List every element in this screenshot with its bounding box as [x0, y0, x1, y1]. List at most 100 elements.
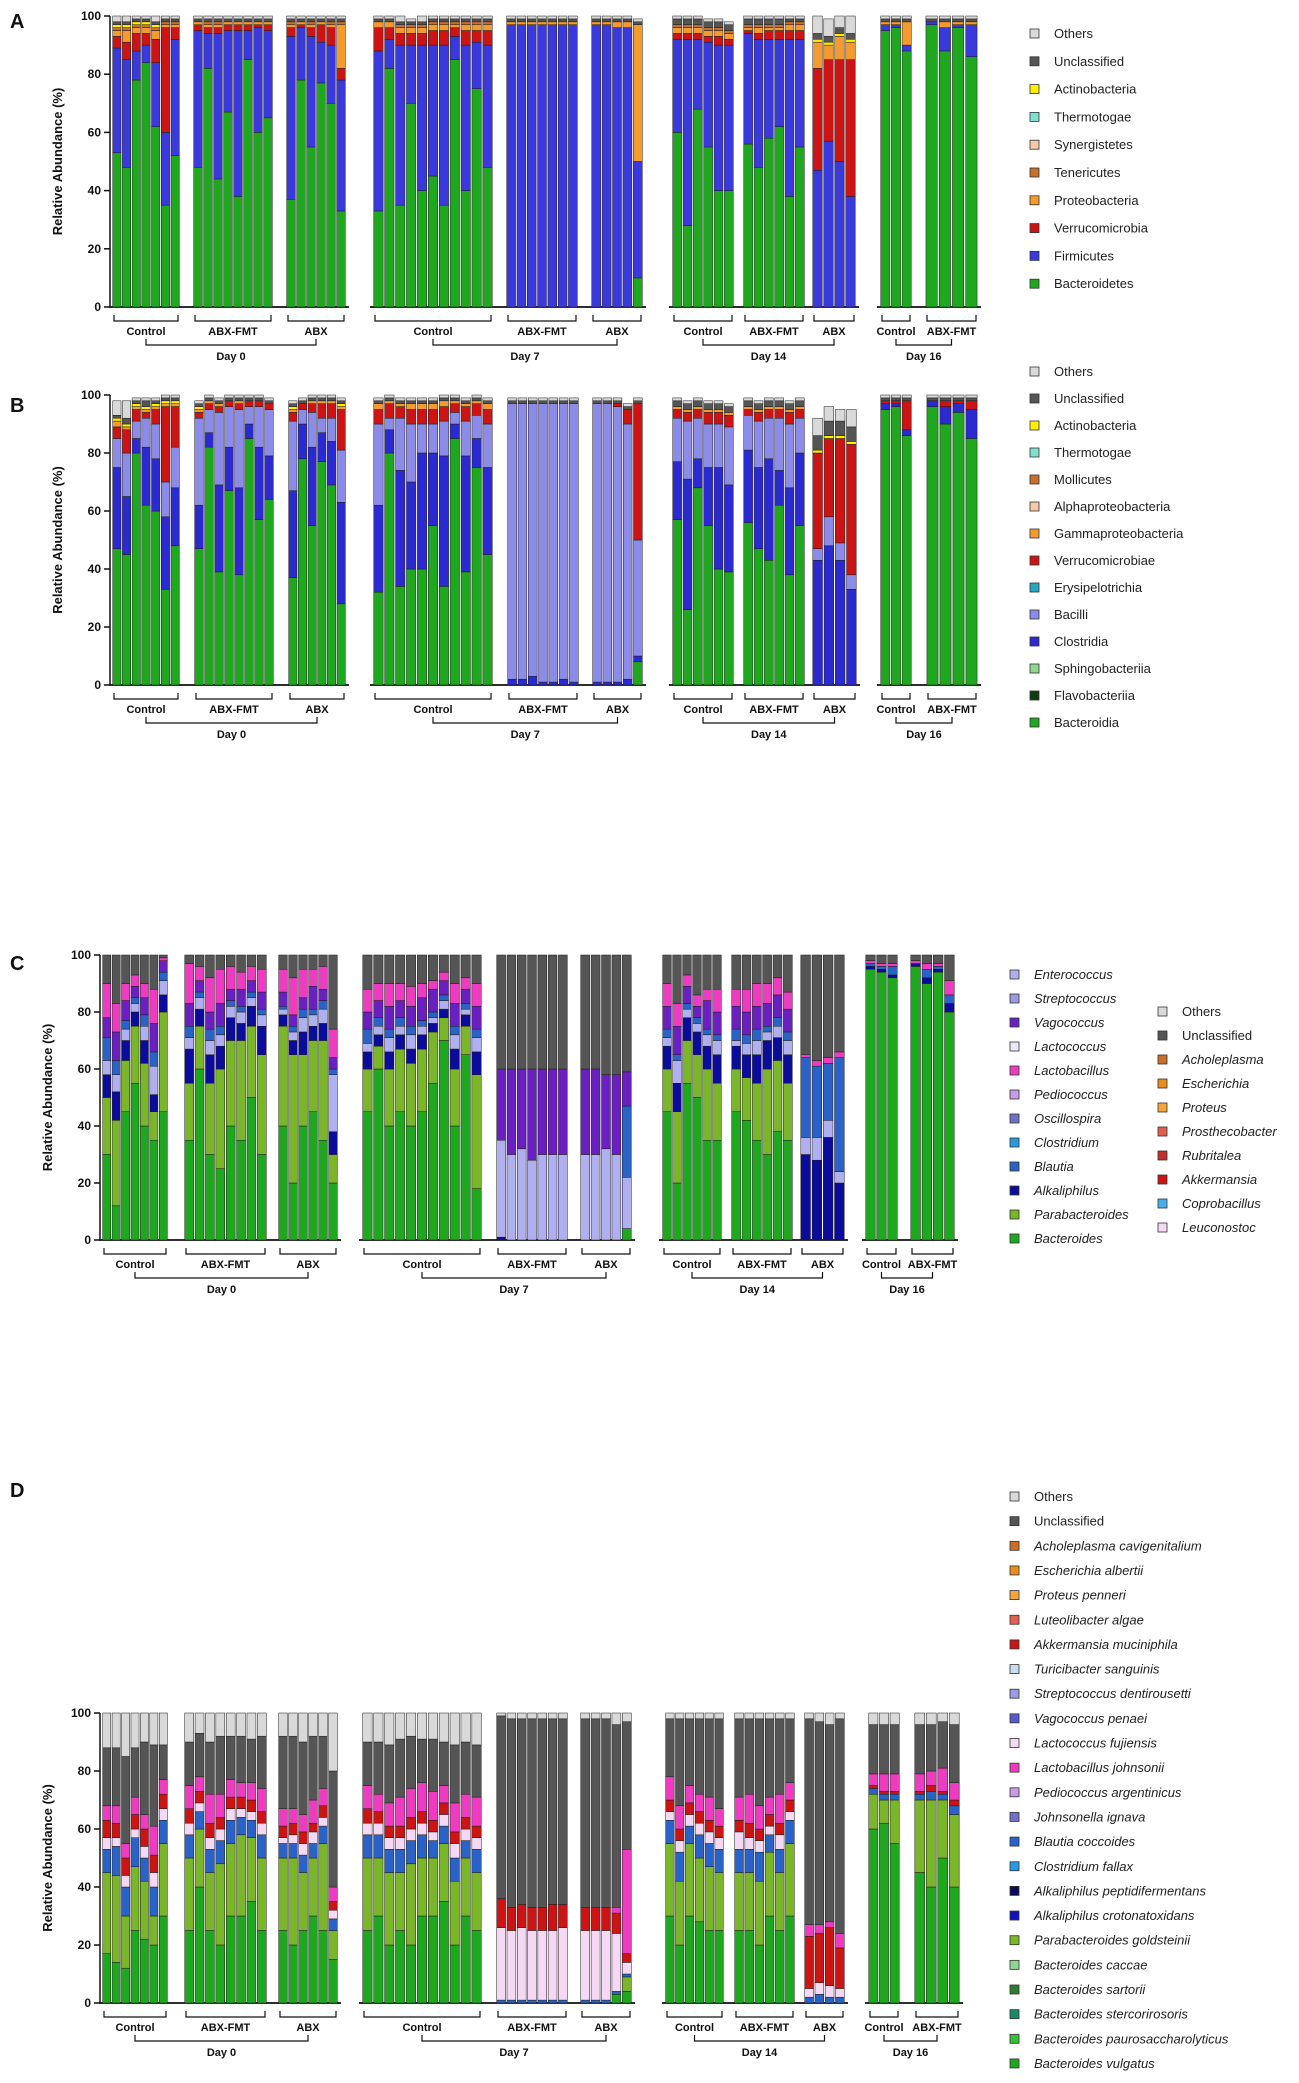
bar-segment: [395, 586, 406, 686]
bar-segment: [438, 1825, 449, 1844]
legend-label: Acholeplasma: [1181, 1052, 1264, 1067]
bar-segment: [889, 1799, 900, 1844]
y-tick-label: 80: [78, 1764, 92, 1778]
legend-swatch: [1029, 250, 1040, 261]
bar-segment: [879, 1773, 889, 1792]
legend-label: Lactobacillus johnsonii: [1034, 1760, 1165, 1775]
bar-segment: [580, 1068, 590, 1155]
bar-segment: [395, 1712, 406, 1740]
bar-segment: [537, 24, 547, 308]
bar-segment: [286, 27, 296, 37]
legend-label: Unclassified: [1034, 1514, 1104, 1529]
bar-segment: [601, 1148, 611, 1241]
bar-segment: [203, 24, 213, 28]
bar-segment: [672, 400, 682, 407]
bar-segment: [785, 1820, 795, 1844]
bar-segment: [891, 15, 901, 20]
bar-segment: [373, 1000, 384, 1018]
bar-segment: [214, 484, 224, 573]
bar-segment: [665, 1776, 675, 1801]
bar-segment: [384, 1944, 395, 2004]
bar-segment: [743, 409, 753, 416]
bar-segment: [194, 991, 205, 998]
legend-label: Turicibacter sanguinis: [1034, 1662, 1160, 1677]
bar-segment: [517, 403, 528, 680]
legend-swatch: [1029, 366, 1040, 377]
bar-segment: [131, 50, 141, 81]
bar-segment: [328, 1028, 338, 1058]
bar-segment: [328, 1918, 338, 1931]
bar-segment: [846, 444, 857, 576]
bar-segment: [225, 1735, 236, 1780]
bar-segment: [427, 980, 438, 990]
bar-segment: [693, 39, 703, 110]
bar-segment: [482, 24, 493, 31]
bar-segment: [612, 400, 623, 404]
bar-segment: [868, 1793, 879, 1830]
bar-segment: [384, 68, 395, 308]
bar-segment: [753, 548, 764, 686]
bar-segment: [225, 1779, 236, 1798]
bar-segment: [834, 954, 845, 1053]
bar-segment: [590, 1154, 601, 1241]
bar-segment: [601, 21, 612, 25]
bar-segment: [278, 1930, 288, 2004]
bar-segment: [783, 1031, 793, 1041]
day-bracket: [895, 717, 953, 724]
bar-segment: [876, 963, 887, 967]
bar-segment: [395, 1930, 406, 2004]
bar-segment: [517, 1999, 527, 2004]
bar-segment: [438, 1017, 449, 1041]
bar-segment: [471, 1712, 482, 1746]
y-tick-label: 80: [88, 67, 102, 81]
bar-segment: [949, 1799, 960, 1807]
bar-segment: [764, 24, 774, 28]
bar-segment: [406, 1788, 417, 1818]
bar-segment: [257, 1857, 267, 1931]
bar-segment: [214, 397, 224, 402]
bar-segment: [965, 56, 978, 308]
bar-segment: [633, 18, 643, 23]
bar-segment: [194, 1811, 205, 1830]
bar-segment: [795, 39, 805, 148]
bar-segment: [278, 1857, 288, 1931]
bar-segment: [887, 966, 898, 976]
bar-segment: [131, 33, 141, 52]
group-bracket: [744, 315, 804, 322]
bar-segment: [243, 59, 253, 308]
day-label: Day 0: [216, 351, 245, 363]
bar-segment: [834, 27, 845, 34]
bar-segment: [724, 44, 734, 191]
bar-segment: [580, 1712, 590, 1720]
bar-segment: [263, 21, 273, 25]
bar-segment: [205, 1011, 215, 1030]
bar-segment: [734, 1849, 744, 1873]
bar-segment: [482, 397, 493, 402]
bar-segment: [734, 1796, 744, 1821]
bar-segment: [694, 1712, 704, 1720]
bar-segment: [112, 15, 122, 23]
bar-segment: [569, 681, 579, 686]
bar-segment: [318, 1000, 328, 1010]
bar-segment: [537, 1907, 547, 1931]
bar-segment: [682, 1003, 692, 1010]
bar-segment: [111, 1003, 121, 1033]
bar-segment: [121, 1028, 130, 1041]
bar-segment: [438, 406, 449, 422]
group-bracket: [927, 693, 977, 700]
bar-segment: [236, 1140, 246, 1241]
bar-segment: [362, 1043, 373, 1053]
bar-segment: [734, 1872, 744, 1931]
bar-segment: [665, 1799, 675, 1812]
bar-segment: [215, 969, 226, 1004]
bar-segment: [215, 1944, 226, 2004]
bar-segment: [547, 1154, 558, 1241]
bar-segment: [685, 1915, 695, 2004]
bar-segment: [528, 676, 538, 686]
bar-segment: [685, 1802, 695, 1815]
legend-label: Pediococcus argentinicus: [1034, 1785, 1182, 1800]
bar-segment: [937, 1857, 948, 2004]
bar-segment: [814, 1712, 825, 1722]
